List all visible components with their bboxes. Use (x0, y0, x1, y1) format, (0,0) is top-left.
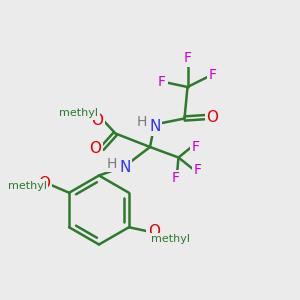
Text: N: N (119, 160, 131, 175)
Text: N: N (149, 119, 161, 134)
Text: O: O (38, 176, 50, 191)
Text: H: H (107, 157, 117, 170)
Text: O: O (148, 224, 160, 239)
Text: methyl: methyl (58, 108, 98, 118)
Text: O: O (206, 110, 218, 124)
Text: F: F (192, 140, 200, 154)
Text: F: F (172, 172, 179, 185)
Text: O: O (89, 141, 101, 156)
Text: F: F (184, 52, 191, 65)
Text: methyl: methyl (8, 181, 46, 191)
Text: methyl: methyl (59, 108, 98, 118)
Text: F: F (194, 163, 202, 176)
Text: F: F (209, 68, 217, 82)
Text: methyl: methyl (152, 234, 190, 244)
Text: F: F (158, 76, 166, 89)
Text: O: O (91, 113, 103, 128)
Text: H: H (137, 115, 147, 129)
